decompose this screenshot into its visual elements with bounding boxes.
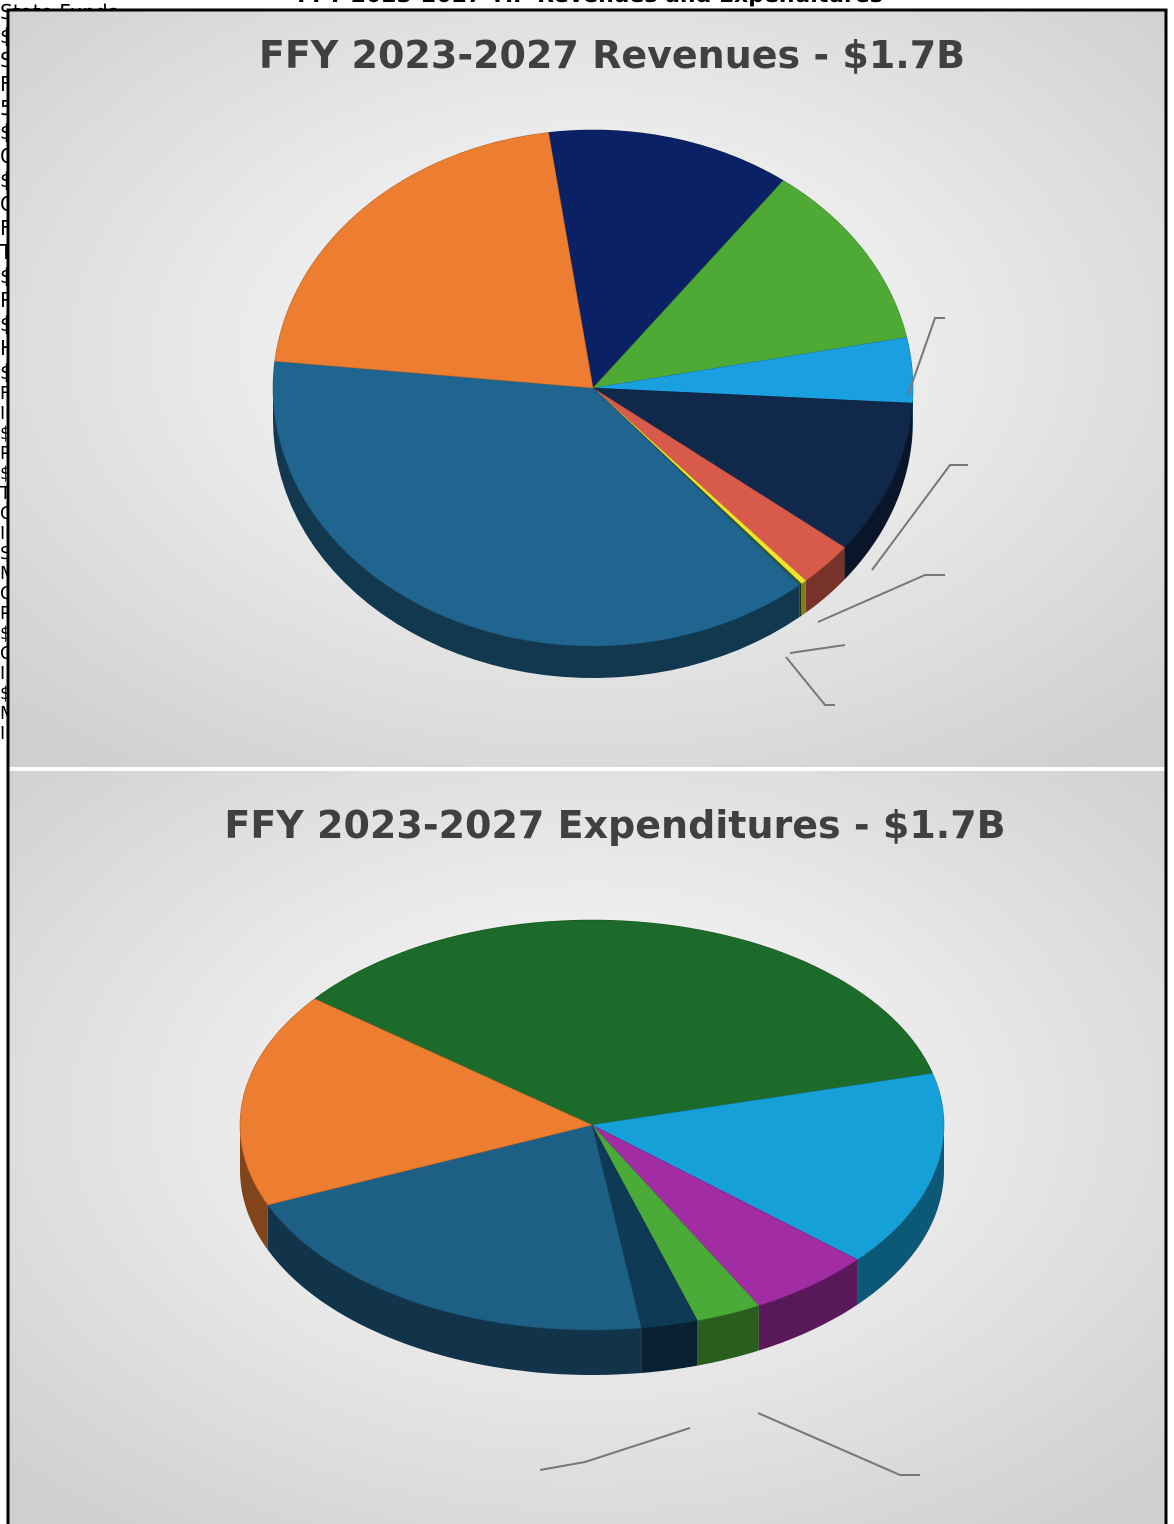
slice-side — [267, 1204, 642, 1375]
slice-side — [801, 580, 806, 616]
pie-slice — [591, 1124, 859, 1306]
pie-slice — [274, 132, 594, 389]
pie-slice — [592, 337, 914, 404]
leader-line — [817, 574, 945, 623]
slice-side — [240, 1125, 268, 1250]
page-title: FFY 2023-2027 TIP Revenues and Expenditu… — [297, 0, 883, 8]
pie-slice — [314, 919, 934, 1126]
slice-side — [641, 1320, 698, 1373]
chart-title: FFY 2023-2027 Expenditures - $1.7B — [224, 803, 1005, 847]
slice-side — [857, 1125, 944, 1305]
pie-slice — [592, 387, 802, 586]
slice-side — [844, 403, 913, 580]
leader-line — [871, 464, 968, 571]
pie-slice — [239, 998, 593, 1206]
slice-side — [758, 1259, 858, 1351]
pie-slice — [592, 387, 846, 582]
leader-line — [907, 317, 945, 396]
leader-line — [539, 1427, 691, 1471]
pie-slice — [591, 1124, 760, 1321]
pie-slice — [267, 1124, 642, 1331]
leader-line — [785, 656, 835, 706]
pie-slice — [591, 387, 913, 548]
border — [6, 8, 1168, 1524]
slice-side — [799, 583, 802, 618]
leader-line — [757, 1412, 920, 1476]
leader-line — [789, 644, 846, 654]
chart-title: FFY 2023-2027 Revenues - $1.7B — [259, 33, 965, 77]
leaders — [539, 317, 968, 1476]
pies — [239, 129, 945, 1375]
slice-side — [805, 547, 845, 613]
pie-slice — [591, 1124, 698, 1329]
slice-side — [273, 388, 800, 678]
slice-side — [697, 1305, 759, 1366]
pie-slice — [591, 1073, 945, 1260]
pie-slice — [272, 360, 800, 647]
pie-slice — [592, 180, 908, 389]
pie-slice — [592, 387, 807, 585]
pie-slice — [548, 129, 784, 389]
